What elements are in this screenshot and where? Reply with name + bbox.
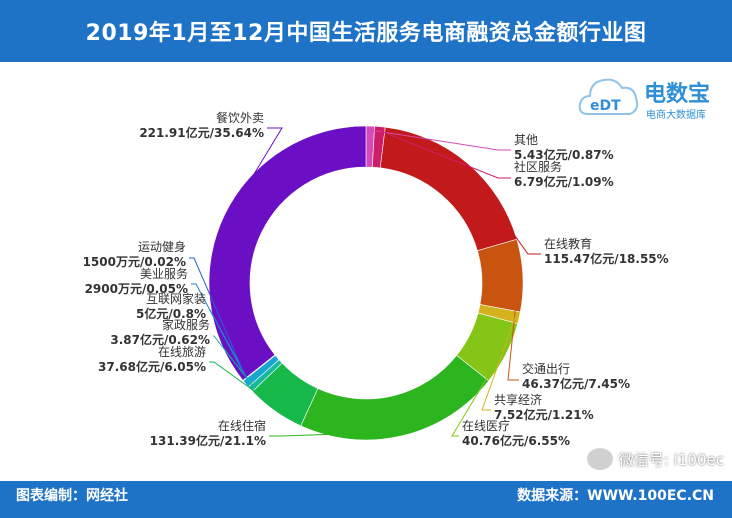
slice-餐饮外卖 [208,125,367,381]
slice-name-label: 在线住宿 [218,418,266,433]
footer-credit: 图表编制：网经社 [16,488,128,504]
leader-line-在线教育 [464,166,541,255]
wechat-icon [586,448,613,470]
slice-name-label: 美业服务 [140,266,188,281]
leader-line-在线住宿 [269,431,402,437]
leader-line-在线旅游 [209,361,278,409]
logo-badge: eDT [590,98,621,114]
slice-name-label: 家政服务 [162,317,210,332]
slice-value-label: 40.76亿元/6.55% [462,433,570,448]
slice-name-label: 共享经济 [494,392,542,407]
leader-line-运动健身 [189,257,247,379]
slice-value-label: 37.68亿元/6.05% [98,359,206,374]
watermark: 微信号: i100ec [586,448,724,470]
slice-在线住宿 [300,354,490,441]
slice-value-label: 7.52亿元/1.21% [494,407,594,422]
slice-name-label: 其他 [514,133,538,147]
slice-name-label: 社区服务 [514,159,562,174]
slice-value-label: 5.43亿元/0.87% [514,147,614,162]
slice-name-label: 在线医疗 [462,419,510,433]
title-bar: 2019年1月至12月中国生活服务电商融资总金额行业图 [0,0,732,62]
leader-line-家政服务 [213,335,254,387]
footer-source: 数据来源：WWW.100EC.CN [517,488,714,504]
logo: eDT 电数宝 电商大数据库 [578,70,728,130]
slice-value-label: 2900万元/0.05% [85,282,188,296]
slice-value-label: 46.37亿元/7.45% [522,376,630,391]
leader-line-餐饮外卖 [227,127,283,217]
leader-lines [189,127,541,437]
leader-line-其他 [370,129,511,151]
slice-value-label: 5亿元/0.8% [136,306,206,321]
leader-line-美业服务 [191,283,247,379]
leader-line-共享经济 [481,316,516,411]
logo-name: 电数宝 [644,82,711,107]
leader-line-社区服务 [379,130,511,179]
slice-value-label: 115.47亿元/18.55% [544,251,669,266]
slice-value-label: 131.39亿元/21.1% [150,433,266,448]
slice-name-label: 互联网家装 [146,291,206,306]
slice-name-label: 在线教育 [544,236,592,251]
slice-value-label: 221.91亿元/35.64% [139,125,264,140]
slice-value-label: 6.79亿元/1.09% [514,174,614,189]
donut-slices [208,125,524,441]
slice-name-label: 运动健身 [138,239,186,254]
slice-name-label: 在线旅游 [158,345,206,359]
slice-value-label: 3.87亿元/0.62% [110,332,210,347]
leader-line-在线医疗 [451,351,503,437]
watermark-text: 微信号: i100ec [618,450,724,469]
cloud-logo-icon: eDT [578,78,639,115]
slice-name-label: 餐饮外卖 [216,110,264,125]
logo-subtitle: 电商大数据库 [646,110,706,121]
slice-name-label: 交通出行 [522,361,570,376]
leader-line-交通出行 [507,275,520,381]
footer-bar [0,481,732,518]
slice-value-label: 1500万元/0.02% [83,255,186,269]
chart-title: 2019年1月至12月中国生活服务电商融资总金额行业图 [85,21,647,46]
slice-在线教育 [379,126,518,252]
